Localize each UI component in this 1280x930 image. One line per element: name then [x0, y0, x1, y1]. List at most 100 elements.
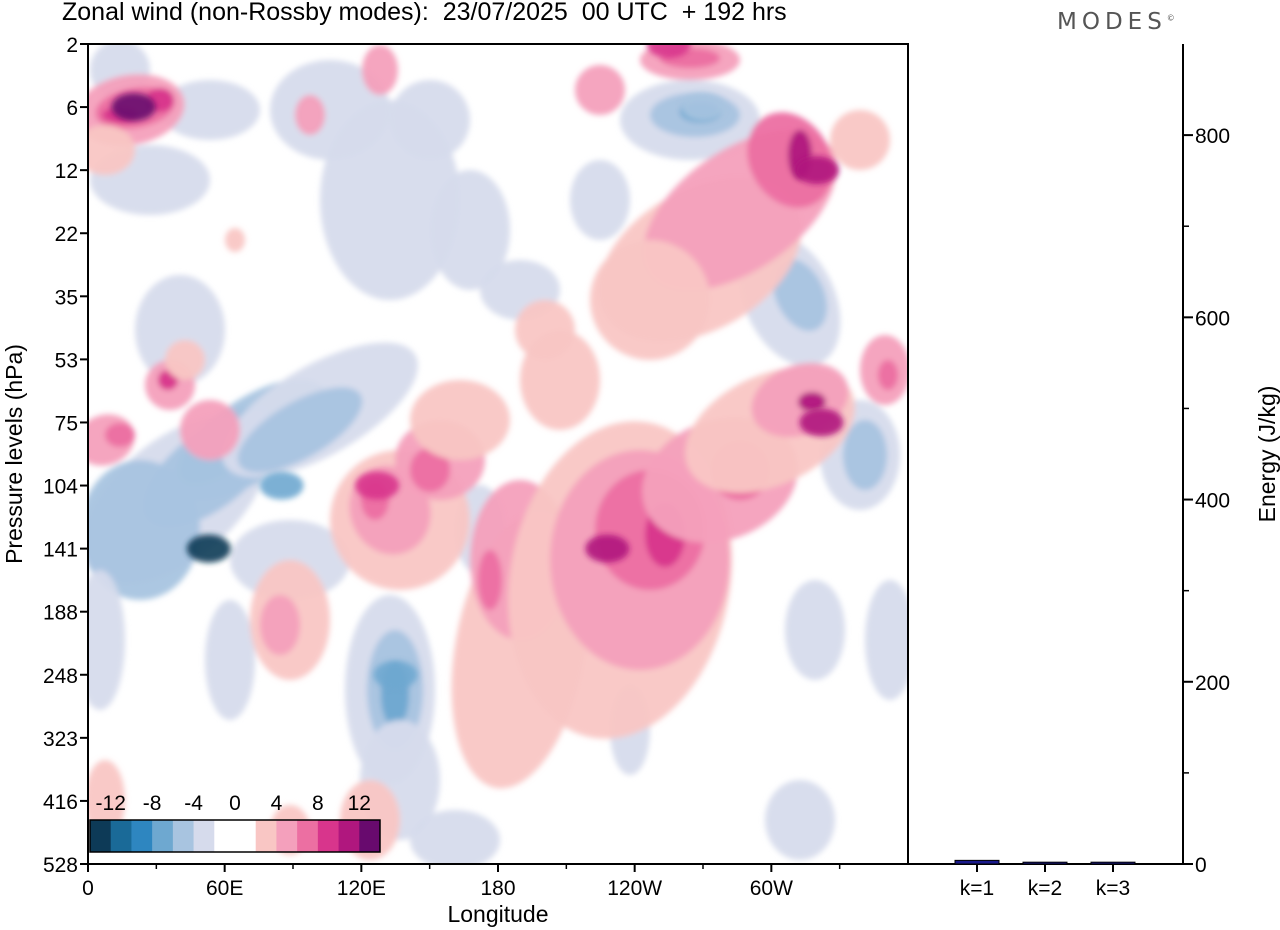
- y-tick-label: 141: [43, 539, 78, 562]
- colorbar-frame: [89, 819, 381, 853]
- colorbar-swatch: [214, 820, 236, 852]
- y-tick-label: 323: [43, 728, 78, 751]
- contour-blob: [878, 360, 898, 390]
- energy-category-label: k=1: [960, 877, 994, 900]
- wind-feature-3: [373, 660, 418, 689]
- y-tick-label: 35: [55, 286, 78, 309]
- x-tick-label: 120E: [337, 877, 386, 900]
- contour-blob: [105, 423, 135, 447]
- y-tick-label: 248: [43, 665, 78, 688]
- contour-blob: [865, 580, 908, 700]
- contour-blob: [260, 595, 300, 655]
- contour-blob: [515, 300, 575, 360]
- contour-blob: [570, 160, 630, 240]
- wind-contour-field: [88, 44, 908, 864]
- wind-feature-6: [799, 408, 844, 437]
- colorbar-swatch: [131, 820, 153, 852]
- colorbar-label: -8: [143, 792, 162, 815]
- wind-feature-5: [794, 156, 839, 185]
- contour-blob: [430, 170, 510, 290]
- contour-blobs: [88, 44, 908, 864]
- colorbar-swatch: [359, 820, 381, 852]
- wind-feature-1: [186, 534, 231, 563]
- contour-blob: [830, 110, 890, 170]
- colorbar: -12 -8 -4 0 4 8 12: [89, 792, 381, 853]
- y-tick-label: 416: [43, 791, 78, 814]
- x-tick-label: 0: [82, 877, 94, 900]
- contour-blob: [225, 228, 245, 252]
- contour-blob: [88, 125, 135, 175]
- wind-feature-2: [259, 471, 304, 500]
- wind-feature-8: [355, 471, 400, 500]
- colorbar-label: 4: [271, 792, 283, 815]
- contour-blob: [843, 420, 887, 490]
- chart-title: Zonal wind (non-Rossby modes): 23/07/202…: [62, 0, 787, 26]
- contour-blob: [165, 340, 205, 380]
- energy-tick-label: 200: [1195, 672, 1230, 695]
- energy-panel: 0 200 400 600 800 Energy (J/kg) k=1 k=2 k=3: [908, 44, 1280, 900]
- y-tick-label: 6: [66, 97, 78, 120]
- energy-bar-k=2: [1022, 861, 1068, 865]
- contour-blob: [798, 392, 826, 412]
- y-tick-label: 53: [55, 349, 78, 372]
- colorbar-swatch: [193, 820, 215, 852]
- contour-blob: [88, 570, 125, 710]
- contour-blob: [575, 65, 625, 115]
- colorbar-label: 12: [348, 792, 371, 815]
- y-axis: 2 6 12 22 35 53 75 104 141 188 248 323 416 528 Pressur…: [1, 34, 88, 877]
- contour-blob: [765, 780, 835, 860]
- contour-blob: [270, 60, 390, 160]
- colorbar-swatch: [317, 820, 340, 852]
- energy-category-label: k=3: [1096, 877, 1130, 900]
- colorbar-label: 0: [229, 792, 241, 815]
- contour-blob: [410, 448, 450, 492]
- y-axis-title: Pressure levels (hPa): [1, 344, 27, 564]
- contour-blob: [772, 259, 828, 331]
- contour-blob: [590, 240, 710, 360]
- y-tick-label: 104: [43, 476, 78, 499]
- contour-blob: [410, 380, 510, 460]
- x-tick-label: 180: [480, 877, 515, 900]
- colorbar-swatch: [110, 820, 132, 852]
- colorbar-swatch: [152, 820, 174, 852]
- colorbar-label: -4: [184, 792, 203, 815]
- contour-blob: [362, 45, 398, 95]
- wind-feature-7: [681, 93, 725, 122]
- x-tick-label: 60E: [206, 877, 243, 900]
- wind-feature-0: [111, 93, 156, 122]
- energy-tick-label: 600: [1195, 307, 1230, 330]
- energy-axis-title: Energy (J/kg): [1254, 386, 1280, 523]
- y-tick-label: 12: [55, 160, 78, 183]
- contour-blob: [88, 460, 200, 600]
- x-tick-label: 120W: [607, 877, 662, 900]
- y-tick-label: 2: [66, 34, 78, 57]
- y-tick-label: 188: [43, 602, 78, 625]
- wind-feature-4: [585, 534, 630, 563]
- wind-feature-9: [646, 44, 691, 58]
- colorbar-label: -12: [96, 792, 126, 815]
- energy-category-label: k=2: [1028, 877, 1062, 900]
- x-axis-title: Longitude: [447, 901, 548, 927]
- contour-blob: [785, 580, 845, 680]
- contour-blob: [295, 95, 325, 135]
- contour-blob: [410, 810, 500, 864]
- energy-bar-k=1: [954, 859, 1000, 865]
- modes-logo: MODES©: [1057, 9, 1175, 35]
- contour-blob: [478, 550, 502, 610]
- energy-tick-label: 800: [1195, 125, 1230, 148]
- colorbar-swatch: [297, 820, 319, 852]
- energy-bar-k=3: [1090, 861, 1136, 865]
- contour-blob: [390, 80, 470, 160]
- contour-blob: [160, 80, 260, 140]
- colorbar-swatch: [90, 820, 112, 852]
- colorbar-swatch: [255, 820, 277, 852]
- x-tick-label: 60W: [750, 877, 793, 900]
- colorbar-swatch: [276, 820, 298, 852]
- y-tick-label: 22: [55, 223, 78, 246]
- colorbar-swatch: [172, 820, 195, 852]
- energy-tick-label: 400: [1195, 490, 1230, 513]
- contour-blob: [180, 400, 240, 460]
- colorbar-label: 8: [312, 792, 324, 815]
- colorbar-swatch: [235, 820, 257, 852]
